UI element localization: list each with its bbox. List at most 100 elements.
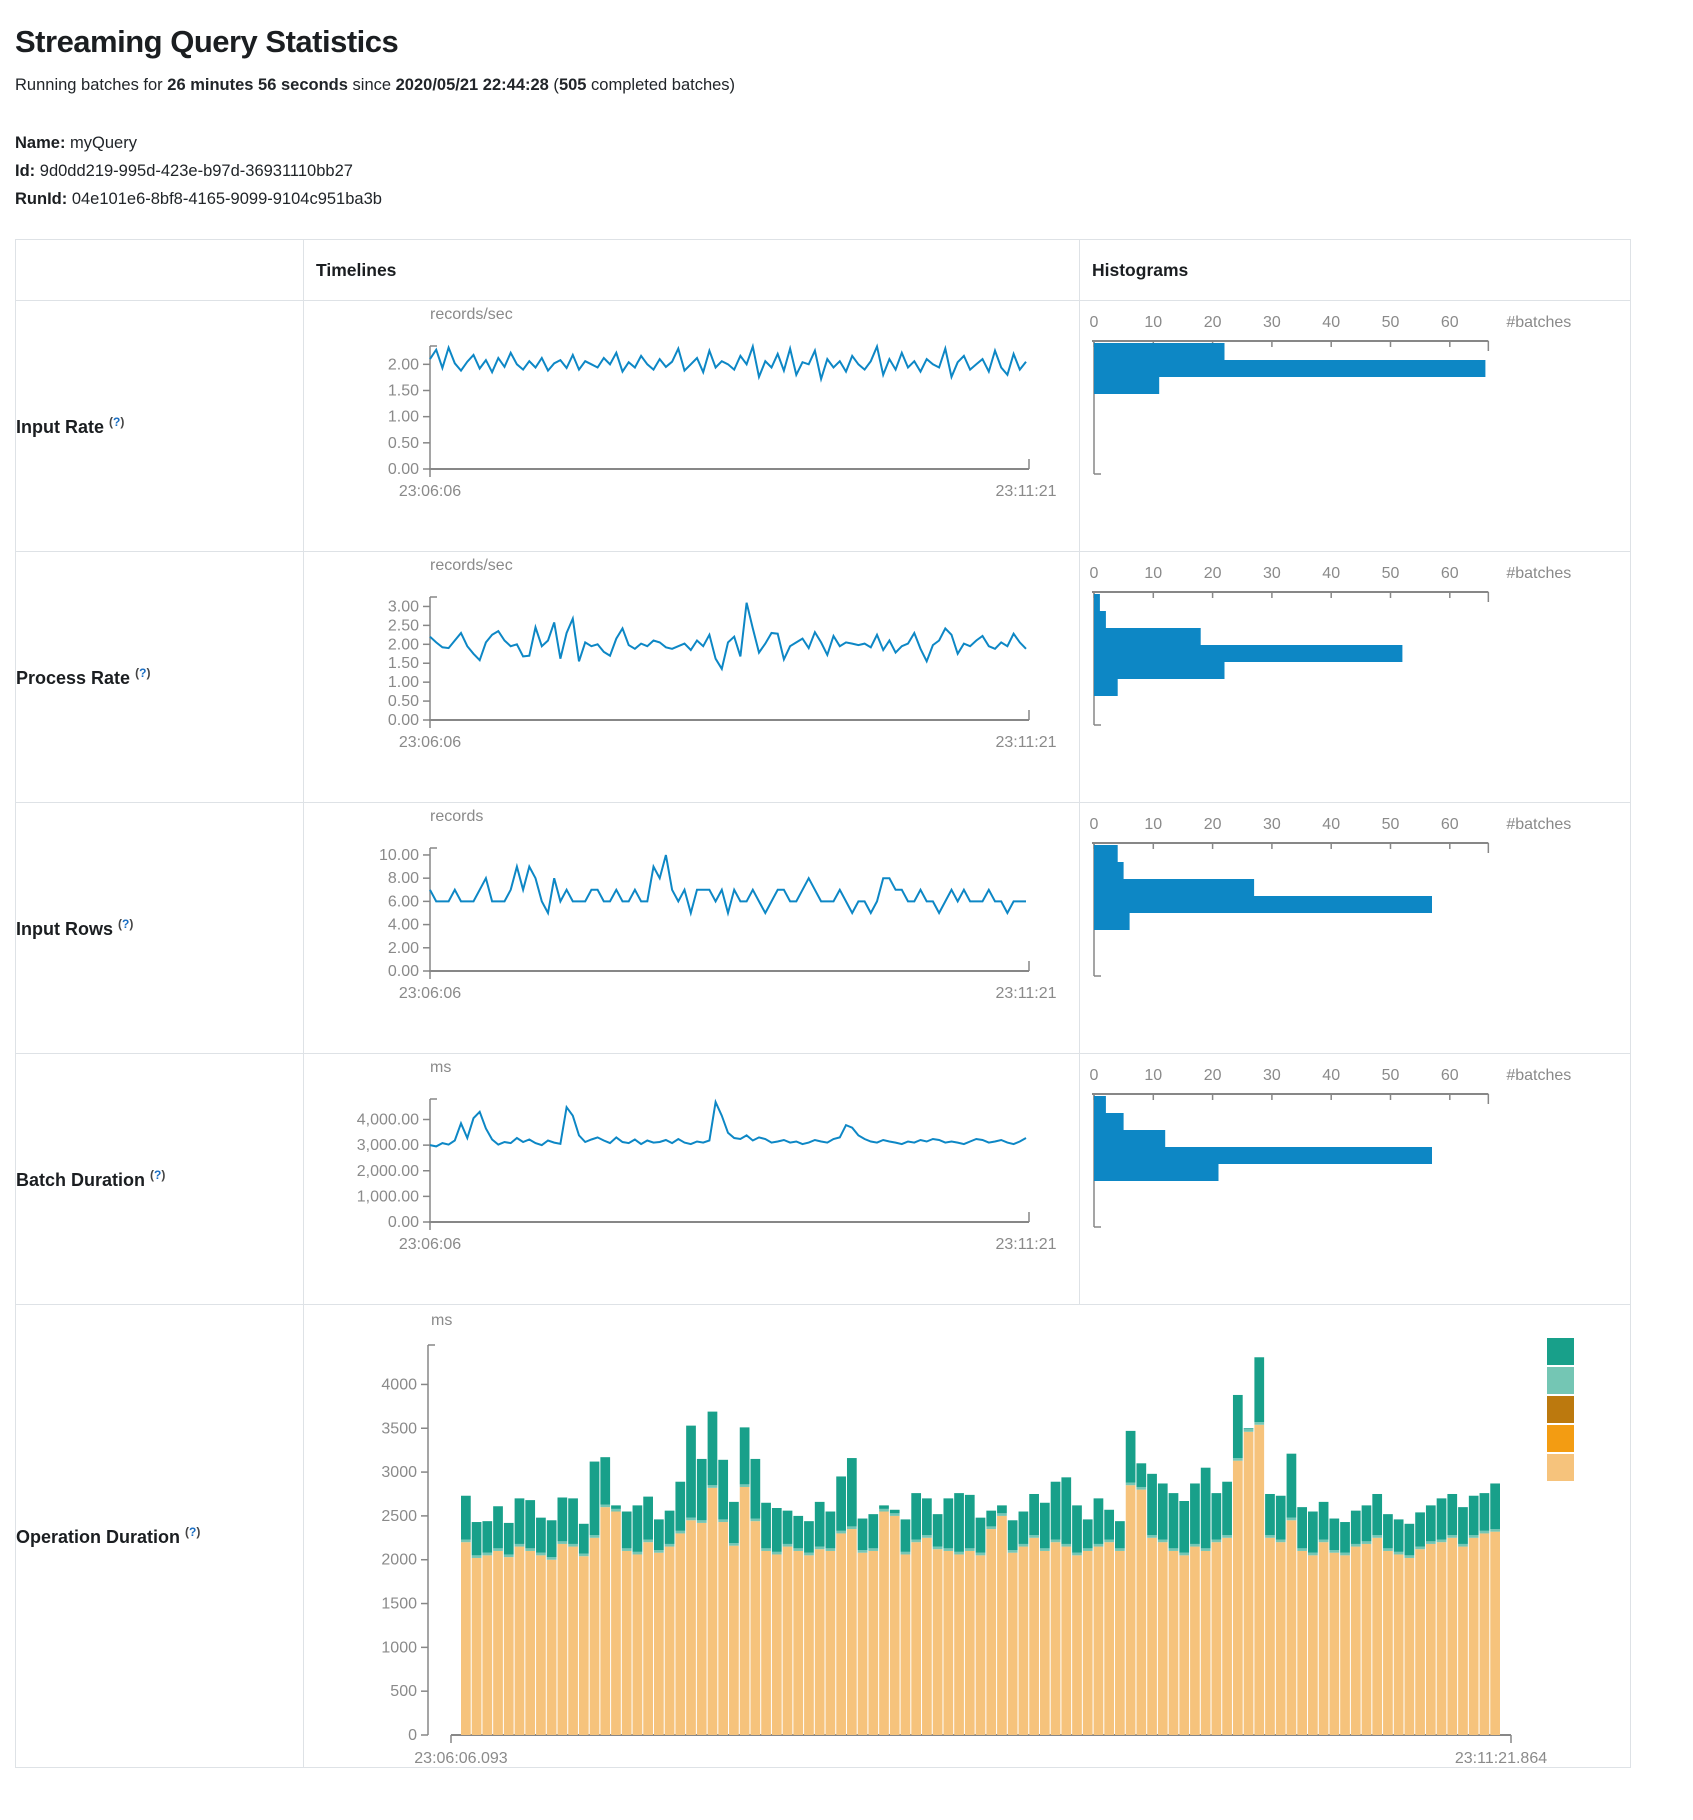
svg-text:50: 50	[1382, 314, 1400, 331]
svg-text:0.50: 0.50	[388, 435, 419, 452]
svg-text:records: records	[430, 808, 483, 825]
svg-text:#batches: #batches	[1506, 1067, 1571, 1084]
svg-text:20: 20	[1204, 1067, 1222, 1084]
svg-text:30: 30	[1263, 1067, 1281, 1084]
query-name-line: Name: myQuery	[15, 129, 1678, 157]
input-rows-timeline-cell: records 10.00 8.00 6.00 4.00 2.00 0.00 23:06:06…	[303, 802, 1080, 1054]
query-id-line: Id: 9d0dd219-995d-423e-b97d-36931110bb27	[15, 157, 1678, 185]
svg-text:3,000.00: 3,000.00	[357, 1137, 419, 1154]
page-title: Streaming Query Statistics	[15, 24, 399, 59]
id-value: 9d0dd219-995d-423e-b97d-36931110bb27	[39, 162, 353, 180]
table-row: Operation Duration (?) ms 4000 3500 3000 250…	[15, 1304, 1631, 1768]
batch-duration-timeline-chart: ms 4,000.00 3,000.00 2,000.00 1,000.00 0.00 23…	[357, 1059, 1057, 1253]
row-label-input-rate: Input Rate (?)	[15, 300, 304, 552]
svg-text:1500: 1500	[381, 1596, 417, 1613]
row-label-process-rate: Process Rate (?)	[15, 551, 304, 803]
id-label: Id:	[15, 162, 36, 180]
page: Streaming Query Statistics Running batch…	[15, 24, 1678, 1768]
svg-text:23:06:06.093: 23:06:06.093	[414, 1750, 508, 1767]
summary-paren: (	[548, 76, 559, 94]
start-timestamp: 2020/05/21 22:44:28	[395, 76, 549, 94]
svg-text:3.00: 3.00	[388, 598, 419, 615]
svg-text:2500: 2500	[381, 1508, 417, 1525]
svg-text:2,000.00: 2,000.00	[357, 1163, 419, 1180]
svg-text:10.00: 10.00	[379, 847, 419, 864]
svg-text:23:06:06: 23:06:06	[399, 1236, 461, 1253]
svg-text:60: 60	[1441, 816, 1459, 833]
svg-text:10: 10	[1144, 816, 1162, 833]
summary-prefix: Running batches for	[15, 76, 168, 94]
svg-text:1.50: 1.50	[388, 655, 419, 672]
svg-text:6.00: 6.00	[388, 893, 419, 910]
completed-batches-count: 505	[558, 76, 587, 94]
input-rate-timeline-chart: records/sec 2.00 1.50 1.00 0.50 0.00 23:06:06 2…	[388, 306, 1057, 500]
svg-text:50: 50	[1382, 816, 1400, 833]
svg-text:23:11:21: 23:11:21	[995, 483, 1056, 500]
svg-text:2.00: 2.00	[388, 356, 419, 373]
input-rate-histogram-cell: 0 10 20 30 40 50 60 #batches	[1079, 300, 1631, 552]
batch-duration-histogram-chart: 0 10 20 30 40 50 60 #batches	[1090, 1067, 1571, 1228]
svg-text:2000: 2000	[381, 1552, 417, 1569]
help-icon[interactable]: (?)	[118, 916, 134, 931]
table-row: Input Rows (?) records 10.00 8.00 6.00 4.00 2…	[15, 802, 1631, 1054]
svg-text:2.50: 2.50	[388, 617, 419, 634]
svg-text:#batches: #batches	[1506, 314, 1571, 331]
svg-text:records/sec: records/sec	[430, 306, 513, 323]
query-runid-line: RunId: 04e101e6-8bf8-4165-9099-9104c951b…	[15, 185, 1678, 213]
svg-text:10: 10	[1144, 314, 1162, 331]
row-label-operation-duration: Operation Duration (?)	[15, 1304, 304, 1768]
input-rate-histogram-chart: 0 10 20 30 40 50 60 #batches	[1090, 314, 1571, 475]
help-icon[interactable]: (?)	[109, 414, 125, 429]
batch-duration-histogram-cell: 0 10 20 30 40 50 60 #batches	[1079, 1053, 1631, 1305]
row-label-input-rows: Input Rows (?)	[15, 802, 304, 1054]
svg-text:0: 0	[1090, 816, 1099, 833]
svg-text:0: 0	[1090, 565, 1099, 582]
svg-text:1000: 1000	[381, 1639, 417, 1656]
svg-text:0.00: 0.00	[388, 963, 419, 980]
svg-text:23:06:06: 23:06:06	[399, 734, 461, 751]
operation-duration-stacked-chart: ms 4000 3500 3000 2500 2000 1500 1000 500 0 23:06:…	[381, 1312, 1574, 1767]
svg-text:0.00: 0.00	[388, 1214, 419, 1231]
runid-label: RunId:	[15, 190, 68, 208]
svg-text:40: 40	[1322, 816, 1340, 833]
svg-text:23:11:21: 23:11:21	[995, 734, 1056, 751]
help-icon[interactable]: (?)	[185, 1524, 201, 1539]
input-rate-timeline-cell: records/sec 2.00 1.50 1.00 0.50 0.00 23:06:06 2…	[303, 300, 1080, 552]
svg-text:3000: 3000	[381, 1464, 417, 1481]
svg-text:60: 60	[1441, 314, 1459, 331]
svg-text:ms: ms	[430, 1059, 451, 1076]
svg-text:60: 60	[1441, 565, 1459, 582]
svg-text:0: 0	[1090, 314, 1099, 331]
table-row: Process Rate (?) records/sec 3.00 2.50 2.00…	[15, 551, 1631, 803]
svg-text:10: 10	[1144, 1067, 1162, 1084]
help-icon[interactable]: (?)	[150, 1167, 166, 1182]
table-row: Batch Duration (?) ms 4,000.00 3,000.00 2,0…	[15, 1053, 1631, 1305]
svg-text:500: 500	[390, 1683, 417, 1700]
name-value: myQuery	[70, 134, 137, 152]
summary-mid: since	[347, 76, 396, 94]
header-blank-cell	[15, 239, 304, 301]
svg-text:0.00: 0.00	[388, 461, 419, 478]
operation-duration-chart-cell: ms 4000 3500 3000 2500 2000 1500 1000 500 0 23:06:…	[303, 1304, 1631, 1768]
name-label: Name:	[15, 134, 66, 152]
svg-text:50: 50	[1382, 1067, 1400, 1084]
summary-suffix: completed batches)	[586, 76, 736, 94]
svg-text:23:11:21.864: 23:11:21.864	[1455, 1750, 1547, 1767]
svg-text:1.00: 1.00	[388, 409, 419, 426]
process-rate-timeline-cell: records/sec 3.00 2.50 2.00 1.50 1.00 0.50 0.00 2…	[303, 551, 1080, 803]
batch-duration-timeline-cell: ms 4,000.00 3,000.00 2,000.00 1,000.00 0.00 23…	[303, 1053, 1080, 1305]
svg-text:20: 20	[1204, 816, 1222, 833]
svg-text:ms: ms	[431, 1312, 452, 1329]
svg-text:60: 60	[1441, 1067, 1459, 1084]
process-rate-histogram-cell: 0 10 20 30 40 50 60 #batches	[1079, 551, 1631, 803]
running-summary: Running batches for 26 minutes 56 second…	[15, 76, 1678, 95]
query-meta: Name: myQuery Id: 9d0dd219-995d-423e-b97…	[15, 129, 1678, 213]
svg-text:30: 30	[1263, 816, 1281, 833]
runid-value: 04e101e6-8bf8-4165-9099-9104c951ba3b	[71, 190, 382, 208]
svg-text:0: 0	[408, 1727, 417, 1744]
process-rate-histogram-chart: 0 10 20 30 40 50 60 #batches	[1090, 565, 1571, 726]
help-icon[interactable]: (?)	[135, 665, 151, 680]
svg-text:20: 20	[1204, 314, 1222, 331]
input-rows-histogram-cell: 0 10 20 30 40 50 60 #batches	[1079, 802, 1631, 1054]
svg-text:records/sec: records/sec	[430, 557, 513, 574]
